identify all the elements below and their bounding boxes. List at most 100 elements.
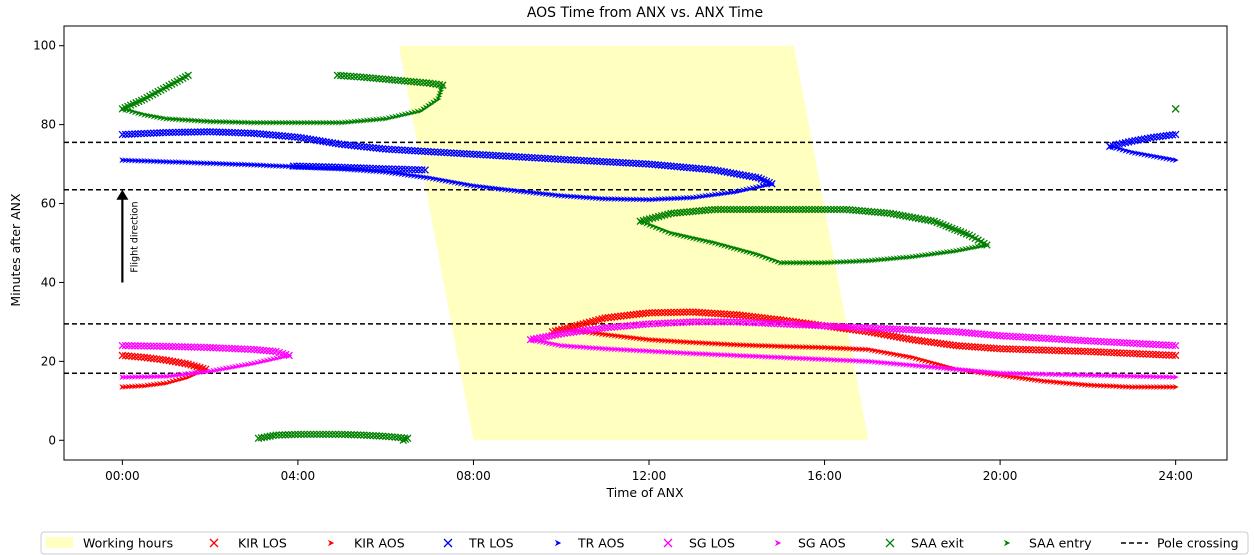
kir-los-marker bbox=[1061, 347, 1069, 355]
tr-los-marker bbox=[580, 156, 588, 165]
kir-aos-marker bbox=[809, 344, 816, 351]
saa-entry-marker bbox=[335, 119, 342, 126]
saa-entry-marker bbox=[222, 118, 229, 125]
saa-exit-marker bbox=[792, 205, 801, 214]
tr-los-marker bbox=[498, 152, 507, 160]
tr-aos-marker bbox=[260, 162, 267, 169]
saa-exit-marker bbox=[319, 430, 327, 439]
tr-los-marker bbox=[193, 128, 202, 136]
kir-los-marker bbox=[1041, 346, 1050, 354]
saa-exit-marker bbox=[403, 77, 412, 85]
tr-los-marker bbox=[547, 155, 556, 163]
sg-los-marker bbox=[1041, 334, 1050, 343]
kir-los-marker bbox=[1002, 345, 1011, 353]
legend-kir-aos-swatch bbox=[327, 539, 335, 547]
kir-aos-marker bbox=[172, 377, 179, 384]
sg-aos-marker bbox=[1023, 370, 1030, 377]
saa-exit-marker bbox=[381, 75, 390, 84]
saa-entry-marker bbox=[357, 117, 364, 124]
saa-entry-marker bbox=[153, 114, 160, 121]
tr-aos-marker bbox=[345, 166, 352, 173]
saa-entry-marker bbox=[812, 259, 819, 266]
tr-los-marker bbox=[401, 146, 409, 154]
saa-entry-marker bbox=[702, 237, 709, 244]
tr-aos-marker bbox=[501, 186, 508, 193]
sg-aos-marker bbox=[627, 347, 634, 354]
legend-sg-los-label: SG LOS bbox=[689, 536, 735, 551]
kir-aos-marker bbox=[125, 383, 132, 390]
kir-aos-marker bbox=[931, 360, 938, 367]
sg-los-marker bbox=[648, 319, 656, 328]
kir-aos-marker bbox=[633, 335, 640, 342]
kir-aos-marker bbox=[718, 340, 725, 347]
sg-aos-marker bbox=[777, 354, 784, 361]
sg-aos-marker bbox=[1104, 372, 1111, 379]
kir-aos-marker bbox=[655, 337, 662, 344]
sg-los-marker bbox=[961, 328, 970, 337]
kir-los-marker bbox=[1022, 345, 1030, 354]
sg-aos-marker bbox=[671, 349, 678, 356]
sg-aos-marker bbox=[222, 365, 229, 372]
sg-aos-marker bbox=[959, 366, 966, 373]
sg-los-marker bbox=[902, 325, 910, 334]
saa-exit-marker bbox=[798, 205, 807, 214]
saa-entry-marker bbox=[689, 235, 696, 242]
kir-los-marker bbox=[660, 308, 669, 317]
sg-aos-marker bbox=[533, 337, 540, 344]
saa-exit-marker bbox=[729, 205, 738, 214]
sg-los-marker bbox=[921, 326, 929, 335]
sg-aos-marker bbox=[260, 358, 267, 365]
kir-aos-marker bbox=[812, 344, 819, 351]
kir-aos-marker bbox=[777, 343, 784, 350]
sg-los-marker bbox=[889, 325, 898, 333]
tr-los-marker bbox=[162, 128, 171, 137]
sg-los-marker bbox=[165, 342, 174, 351]
sg-aos-marker bbox=[667, 349, 674, 356]
kir-los-marker bbox=[980, 343, 989, 352]
tr-los-marker bbox=[541, 154, 549, 163]
kir-aos-marker bbox=[890, 351, 897, 358]
sg-aos-marker bbox=[630, 347, 637, 354]
saa-entry-marker bbox=[437, 87, 444, 94]
saa-exit-marker bbox=[410, 78, 418, 86]
tr-los-marker bbox=[228, 128, 236, 137]
kir-aos-marker bbox=[160, 380, 167, 387]
saa-exit-marker bbox=[419, 78, 428, 87]
sg-los-marker bbox=[1058, 335, 1066, 344]
kir-los-marker bbox=[1048, 346, 1056, 355]
saa-exit-marker bbox=[334, 430, 343, 439]
sg-aos-marker bbox=[589, 344, 596, 351]
sg-los-marker bbox=[1149, 340, 1157, 349]
tr-aos-marker bbox=[288, 163, 295, 170]
saa-entry-marker bbox=[674, 231, 681, 238]
tr-los-marker bbox=[544, 154, 552, 163]
tr-los-marker bbox=[670, 162, 678, 171]
tr-aos-marker bbox=[473, 183, 480, 190]
tr-los-marker bbox=[511, 152, 520, 161]
tr-los-marker bbox=[269, 131, 277, 139]
sg-aos-marker bbox=[279, 353, 286, 360]
sg-los-marker bbox=[128, 341, 136, 350]
tr-los-marker bbox=[521, 153, 530, 162]
sg-aos-marker bbox=[815, 356, 822, 363]
saa-entry-marker bbox=[824, 259, 831, 266]
sg-los-marker bbox=[933, 327, 942, 335]
kir-aos-marker bbox=[736, 341, 743, 348]
saa-entry-marker bbox=[796, 259, 803, 266]
kir-aos-marker bbox=[658, 337, 665, 344]
tr-los-marker bbox=[689, 164, 697, 172]
saa-entry-marker bbox=[135, 110, 142, 117]
tr-aos-marker bbox=[708, 192, 715, 199]
kir-aos-marker bbox=[598, 331, 605, 338]
saa-exit-marker bbox=[422, 79, 431, 87]
saa-entry-marker bbox=[652, 224, 659, 231]
sg-los-marker bbox=[736, 318, 744, 326]
saa-exit-marker bbox=[366, 74, 374, 82]
saa-exit-marker bbox=[883, 209, 892, 217]
kir-aos-marker bbox=[605, 331, 612, 338]
saa-exit-marker bbox=[325, 430, 334, 439]
sg-los-marker bbox=[206, 343, 214, 352]
tr-aos-marker bbox=[304, 164, 311, 171]
kir-los-marker bbox=[1090, 348, 1099, 356]
sg-aos-marker bbox=[141, 373, 148, 380]
